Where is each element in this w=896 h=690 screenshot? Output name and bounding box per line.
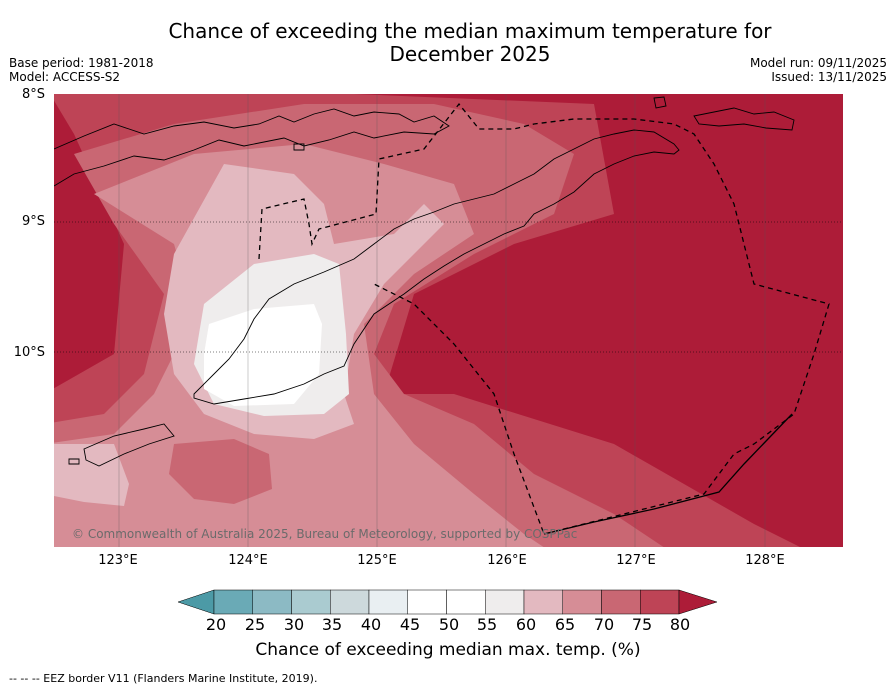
colorbar-tick-65: 65 (554, 615, 576, 634)
colorbar-bin-35-40 (330, 589, 370, 615)
eez-border-solid (543, 413, 793, 535)
zone-70-75-south-blob (169, 439, 272, 504)
colorbar-bin-30-35 (291, 589, 331, 615)
meta-right: Model run: 09/11/2025 Issued: 13/11/2025 (750, 56, 887, 84)
colorbar-tick-60: 60 (515, 615, 537, 634)
colorbar-bin-55-60 (485, 589, 525, 615)
colorbar-tick-25: 25 (244, 615, 266, 634)
lon-label-126e: 126°E (487, 553, 527, 568)
meta-left: Base period: 1981-2018 Model: ACCESS-S2 (9, 56, 154, 84)
colorbar-tick-20: 20 (205, 615, 227, 634)
lat-label-8s: 8°S (21, 87, 45, 102)
colorbar-bin-20-25 (213, 589, 253, 615)
lon-label-125e: 125°E (357, 553, 397, 568)
colorbar-tick-35: 35 (321, 615, 343, 634)
lon-label-128e: 128°E (745, 553, 785, 568)
eez-border-dashed (258, 102, 830, 535)
lon-label-124e: 124°E (228, 553, 268, 568)
colorbar-tick-30: 30 (283, 615, 305, 634)
colorbar-bin-25-30 (252, 589, 292, 615)
colorbar-bin-75-80 (640, 589, 680, 615)
colorbar-bin-60-65 (523, 589, 563, 615)
title-line-1: Chance of exceeding the median maximum t… (168, 19, 772, 43)
colorbar-tick-70: 70 (593, 615, 615, 634)
coastline-flores-alor (54, 108, 450, 187)
lon-label-127e: 127°E (616, 553, 656, 568)
map-copyright: © Commonwealth of Australia 2025, Bureau… (72, 527, 577, 541)
lat-label-9s: 9°S (21, 214, 45, 229)
coastline-wetar (693, 107, 795, 131)
lat-label-10s: 10°S (13, 345, 45, 360)
coastline-rote (83, 423, 175, 467)
colorbar-bin-45-50 (407, 589, 447, 615)
coastline-island-small (293, 143, 305, 151)
colorbar-bin-65-70 (562, 589, 602, 615)
colorbar-bin-50-55 (446, 589, 486, 615)
coastline-timor (193, 129, 680, 405)
issued-date: Issued: 13/11/2025 (771, 70, 887, 84)
colorbar-bin-gt80 (678, 589, 718, 615)
model-run: Model run: 09/11/2025 (749, 56, 887, 70)
colorbar (177, 589, 718, 615)
colorbar-label: Chance of exceeding median max. temp. (%… (255, 640, 641, 660)
colorbar-tick-75: 75 (631, 615, 653, 634)
colorbar-bin-lt20 (177, 589, 215, 615)
colorbar-bin-40-45 (368, 589, 408, 615)
title-line-2: December 2025 (389, 42, 551, 66)
coastline-island-north (653, 96, 667, 109)
coastline-island-west (68, 458, 80, 465)
colorbar-tick-80: 80 (669, 615, 691, 634)
colorbar-bin-70-75 (601, 589, 641, 615)
model-name: Model: ACCESS-S2 (9, 70, 121, 84)
base-period: Base period: 1981-2018 (9, 56, 154, 70)
zone-60-65-southwest (54, 444, 129, 506)
eez-legend-note: -- -- -- EEZ border V11 (Flanders Marine… (9, 672, 318, 685)
colorbar-tick-50: 50 (438, 615, 460, 634)
colorbar-tick-45: 45 (399, 615, 421, 634)
probability-map: © Commonwealth of Australia 2025, Bureau… (54, 94, 843, 547)
lon-label-123e: 123°E (98, 553, 138, 568)
chart-title: Chance of exceeding the median maximum t… (140, 20, 800, 66)
zone-50-55 (204, 304, 322, 406)
colorbar-tick-40: 40 (360, 615, 382, 634)
colorbar-tick-55: 55 (476, 615, 498, 634)
